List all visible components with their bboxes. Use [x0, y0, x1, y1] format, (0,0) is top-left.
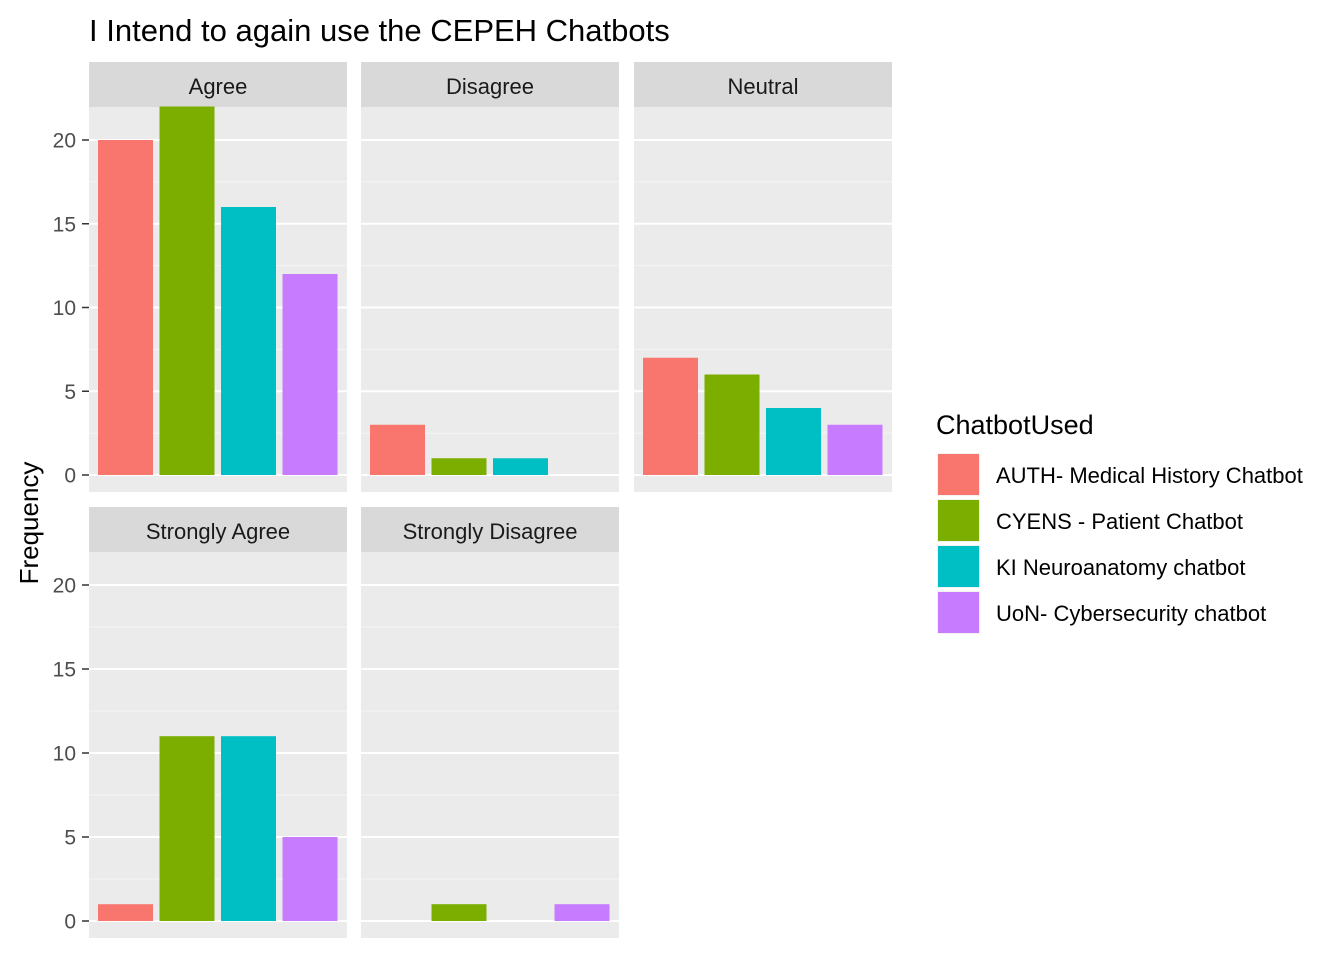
legend: ChatbotUsed AUTH- Medical History Chatbo…	[936, 410, 1303, 634]
facet-label: Disagree	[446, 74, 534, 99]
y-tick-label: 20	[53, 130, 76, 153]
bar-strongly-disagree-uon-cybersecurity-chatbot	[554, 904, 610, 921]
panels: Agree 0 5 10 15 20 Disagree Neutral Strongly Agr…	[53, 62, 892, 938]
facet-strip	[89, 62, 347, 107]
legend-swatch	[938, 454, 979, 495]
y-tick-label: 5	[64, 827, 76, 850]
legend-item-ki-neuroanatomy-chatbot: KI Neuroanatomy chatbot	[937, 545, 1245, 588]
bar-neutral-cyens-patient-chatbot	[704, 374, 760, 475]
panel-agree: Agree 0 5 10 15 20	[53, 62, 347, 492]
facet-label: Strongly Agree	[146, 519, 290, 544]
y-axis-title: Frequency	[14, 462, 44, 585]
bar-strongly-agree-auth-medical-history-chatbot	[98, 904, 153, 921]
legend-swatch	[938, 500, 979, 541]
y-tick-label: 0	[64, 911, 76, 934]
legend-label: AUTH- Medical History Chatbot	[996, 463, 1303, 488]
chart-title: I Intend to again use the CEPEH Chatbots	[89, 13, 670, 48]
legend-swatch	[938, 546, 979, 587]
bar-disagree-ki-neuroanatomy-chatbot	[493, 458, 548, 475]
bar-neutral-uon-cybersecurity-chatbot	[827, 424, 883, 475]
panel-strongly-disagree: Strongly Disagree	[361, 507, 619, 938]
legend-label: UoN- Cybersecurity chatbot	[996, 601, 1266, 626]
facet-strip	[361, 62, 619, 107]
bar-disagree-cyens-patient-chatbot	[431, 458, 487, 475]
facet-strip	[89, 507, 347, 552]
legend-item-cyens-patient-chatbot: CYENS - Patient Chatbot	[937, 499, 1243, 542]
legend-swatch	[938, 592, 979, 633]
bar-neutral-auth-medical-history-chatbot	[643, 357, 698, 475]
y-tick-label: 10	[53, 297, 76, 320]
panel-strongly-agree: Strongly Agree 0 5 10 15 20	[53, 507, 347, 938]
legend-item-uon-cybersecurity-chatbot: UoN- Cybersecurity chatbot	[937, 591, 1266, 634]
bar-neutral-ki-neuroanatomy-chatbot	[766, 408, 821, 475]
legend-label: CYENS - Patient Chatbot	[996, 509, 1243, 534]
bar-strongly-disagree-cyens-patient-chatbot	[431, 904, 487, 921]
y-tick-label: 0	[64, 465, 76, 488]
facet-label: Strongly Disagree	[403, 519, 578, 544]
panel-neutral: Neutral	[634, 62, 892, 492]
facet-label: Agree	[189, 74, 248, 99]
y-tick-label: 15	[53, 659, 76, 682]
panel-disagree: Disagree	[361, 62, 619, 492]
bar-agree-cyens-patient-chatbot	[159, 106, 215, 475]
y-tick-label: 5	[64, 381, 76, 404]
bar-agree-auth-medical-history-chatbot	[98, 140, 153, 475]
bar-strongly-agree-ki-neuroanatomy-chatbot	[221, 736, 276, 921]
bar-strongly-agree-uon-cybersecurity-chatbot	[282, 837, 338, 921]
y-tick-label: 20	[53, 575, 76, 598]
bar-disagree-auth-medical-history-chatbot	[370, 424, 425, 475]
facet-strip	[634, 62, 892, 107]
bar-agree-uon-cybersecurity-chatbot	[282, 274, 338, 475]
y-tick-label: 15	[53, 213, 76, 236]
panel-background	[361, 552, 619, 938]
bar-strongly-agree-cyens-patient-chatbot	[159, 736, 215, 921]
facet-label: Neutral	[728, 74, 799, 99]
y-tick-label: 10	[53, 743, 76, 766]
legend-label: KI Neuroanatomy chatbot	[996, 555, 1245, 580]
legend-item-auth-medical-history-chatbot: AUTH- Medical History Chatbot	[937, 453, 1303, 496]
bar-agree-ki-neuroanatomy-chatbot	[221, 207, 276, 475]
legend-title: ChatbotUsed	[936, 410, 1094, 440]
facet-strip	[361, 507, 619, 552]
